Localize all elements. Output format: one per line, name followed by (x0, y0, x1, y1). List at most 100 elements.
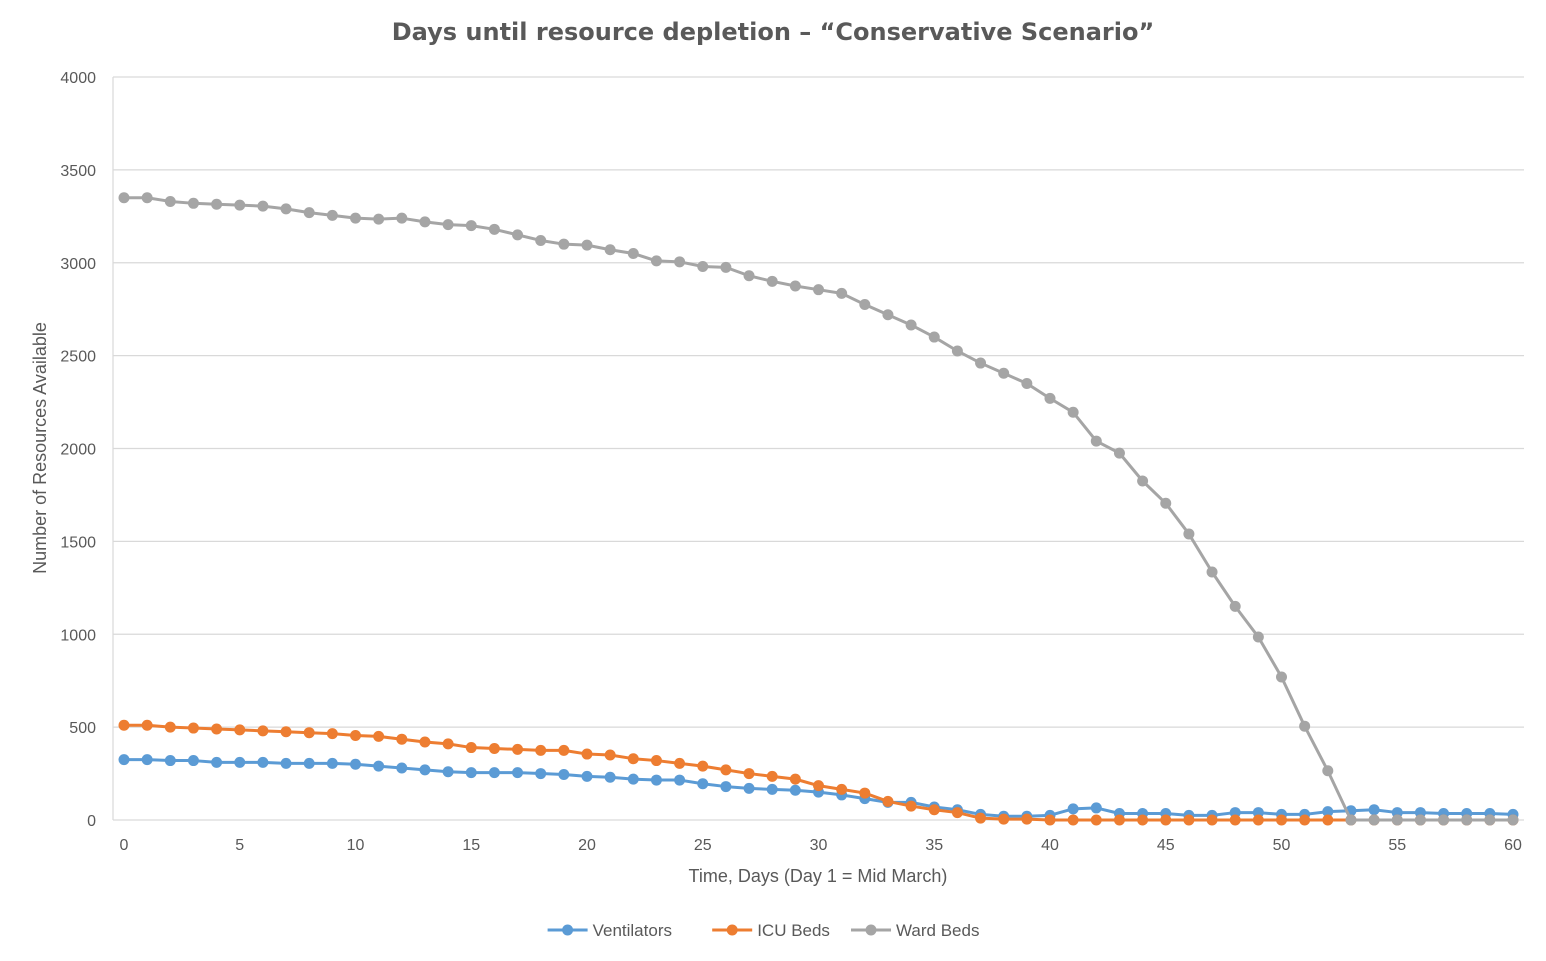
data-point-icu-beds (905, 800, 917, 812)
data-point-ward-beds (234, 199, 246, 211)
data-point-icu-beds (674, 757, 686, 769)
data-point-ward-beds (442, 219, 454, 231)
x-tick-label-25: 25 (694, 837, 712, 854)
data-point-ward-beds (488, 223, 500, 235)
legend-swatch-marker (726, 924, 738, 936)
data-point-ventilators (396, 762, 408, 774)
data-point-ward-beds (1276, 671, 1287, 683)
x-tick-label-35: 35 (925, 837, 943, 854)
data-point-icu-beds (234, 724, 246, 736)
data-point-ventilators (1067, 803, 1079, 815)
data-point-icu-beds (558, 744, 570, 756)
data-point-ward-beds (465, 220, 477, 232)
y-tick-label-4000: 4000 (60, 70, 96, 87)
data-point-ward-beds (1299, 720, 1311, 732)
legend-label-ward-beds: Ward Beds (896, 921, 979, 940)
x-tick-label-20: 20 (578, 837, 596, 854)
data-point-icu-beds (187, 722, 199, 734)
data-point-ventilators (373, 760, 385, 772)
data-point-ward-beds (1067, 406, 1079, 418)
data-point-icu-beds (257, 725, 269, 737)
data-point-ward-beds (1322, 765, 1334, 777)
data-point-ward-beds (1252, 631, 1264, 643)
data-point-ward-beds (1137, 475, 1149, 487)
data-point-ward-beds (743, 270, 755, 282)
data-point-ventilators (1368, 804, 1380, 816)
data-point-ward-beds (789, 280, 801, 292)
data-point-ward-beds (164, 195, 176, 207)
data-point-icu-beds (1183, 814, 1195, 826)
data-point-ventilators (488, 767, 500, 779)
data-point-icu-beds (1276, 814, 1287, 826)
chart-title: Days until resource depletion – “Conserv… (391, 18, 1155, 46)
data-point-ventilators (280, 757, 292, 769)
data-point-ward-beds (1438, 814, 1450, 826)
data-point-ward-beds (1484, 814, 1496, 826)
data-point-icu-beds (928, 804, 940, 816)
data-point-icu-beds (1044, 814, 1056, 826)
x-axis-title: Time, Days (Day 1 = Mid March) (689, 866, 948, 886)
data-point-ward-beds (859, 299, 871, 311)
data-point-ward-beds (419, 216, 431, 228)
data-point-ventilators (581, 770, 593, 782)
data-point-ward-beds (998, 367, 1010, 379)
data-point-icu-beds (442, 738, 454, 750)
data-point-ward-beds (373, 213, 385, 225)
data-point-icu-beds (1252, 814, 1264, 826)
data-point-ventilators (1090, 802, 1102, 814)
data-point-icu-beds (1021, 813, 1033, 825)
series (118, 192, 1519, 826)
data-point-ward-beds (836, 287, 848, 299)
data-point-ward-beds (1368, 814, 1380, 826)
data-point-ward-beds (1160, 497, 1172, 509)
legend-swatch-marker (562, 924, 574, 936)
data-point-ward-beds (211, 198, 223, 210)
legend-label-icu-beds: ICU Beds (757, 921, 830, 940)
y-tick-label-0: 0 (87, 813, 96, 830)
data-point-ventilators (141, 754, 153, 766)
data-point-icu-beds (627, 753, 639, 765)
data-point-icu-beds (419, 736, 431, 748)
series-ward-beds (118, 192, 1519, 826)
x-tick-label-55: 55 (1388, 837, 1406, 854)
data-point-icu-beds (836, 783, 848, 795)
data-point-icu-beds (1206, 814, 1218, 826)
data-point-ward-beds (1021, 377, 1033, 389)
y-tick-label-1500: 1500 (60, 534, 96, 551)
data-point-ward-beds (280, 203, 292, 215)
data-point-ward-beds (882, 309, 894, 321)
legend-item-ventilators: Ventilators (547, 921, 672, 940)
data-point-ward-beds (141, 192, 153, 204)
data-point-ward-beds (1183, 528, 1195, 540)
data-point-ventilators (743, 782, 755, 794)
data-point-icu-beds (1113, 814, 1125, 826)
gridlines (113, 76, 1524, 728)
x-tick-label-10: 10 (347, 837, 365, 854)
data-point-ventilators (650, 774, 662, 786)
data-point-ward-beds (187, 197, 199, 209)
data-point-ward-beds (766, 275, 778, 287)
data-point-ventilators (789, 784, 801, 796)
y-tick-label-1000: 1000 (60, 627, 96, 644)
data-point-ventilators (187, 755, 199, 767)
data-point-ventilators (720, 781, 732, 793)
data-point-icu-beds (211, 723, 223, 735)
data-point-ventilators (627, 773, 639, 785)
x-tick-label-40: 40 (1041, 837, 1059, 854)
data-point-icu-beds (975, 812, 987, 824)
data-point-ward-beds (650, 255, 662, 267)
data-point-ward-beds (928, 331, 940, 343)
x-tick-label-30: 30 (810, 837, 828, 854)
data-point-ward-beds (350, 212, 361, 224)
series-ventilators (118, 754, 1519, 822)
data-point-ward-beds (1044, 392, 1056, 404)
data-point-icu-beds (1229, 814, 1241, 826)
data-point-icu-beds (813, 780, 824, 792)
x-tick-label-15: 15 (462, 837, 480, 854)
data-point-ward-beds (975, 357, 987, 369)
data-point-icu-beds (650, 755, 662, 767)
data-point-icu-beds (859, 787, 871, 799)
data-point-ventilators (512, 767, 524, 779)
data-point-ward-beds (558, 238, 570, 250)
